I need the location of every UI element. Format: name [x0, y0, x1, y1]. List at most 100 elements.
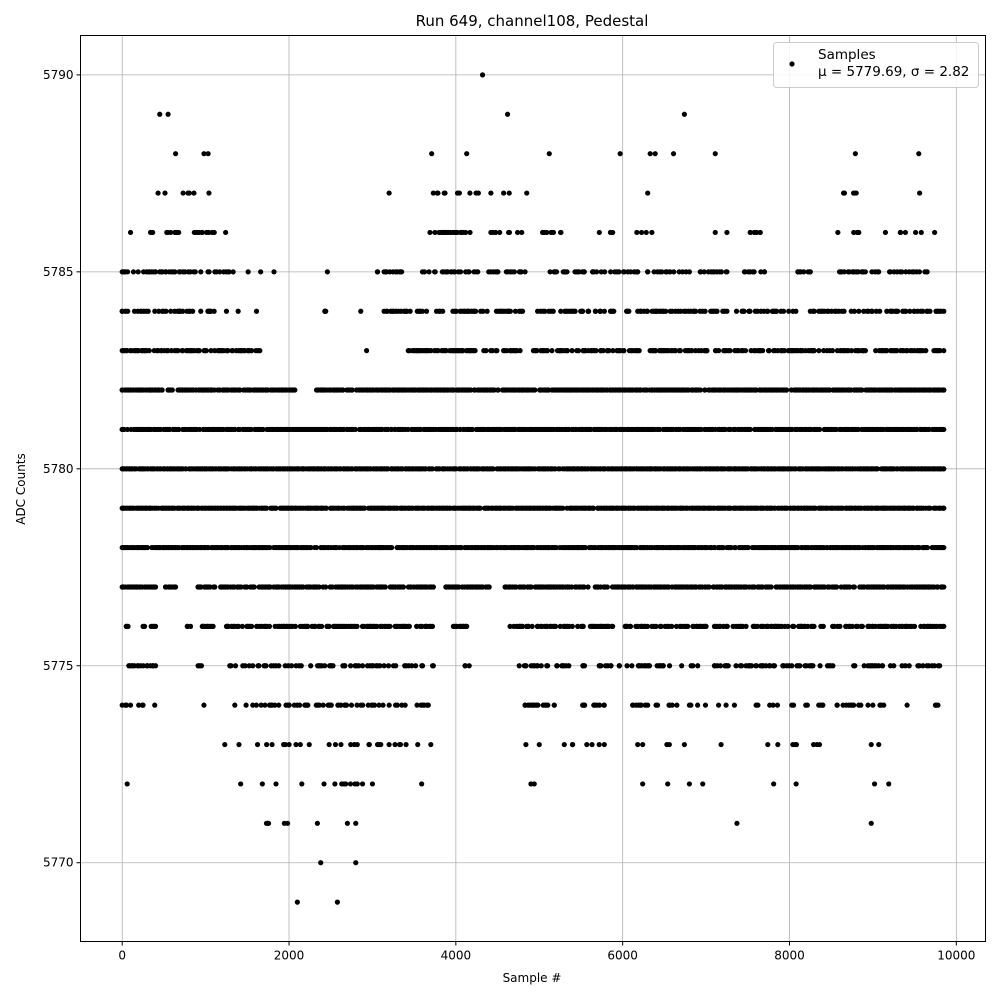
data-point	[507, 624, 512, 629]
data-point	[597, 742, 602, 747]
data-point	[602, 703, 607, 708]
data-point	[440, 309, 445, 314]
data-point	[325, 269, 330, 274]
data-point	[535, 309, 540, 314]
data-point	[333, 742, 338, 747]
data-point	[532, 387, 537, 392]
data-point	[254, 703, 259, 708]
data-point	[238, 781, 243, 786]
data-point	[791, 624, 796, 629]
data-point	[408, 309, 413, 314]
data-point	[126, 663, 131, 668]
data-point	[198, 269, 203, 274]
data-point	[332, 781, 337, 786]
data-point	[382, 309, 387, 314]
data-point	[305, 703, 310, 708]
data-point	[338, 742, 343, 747]
data-point	[222, 742, 227, 747]
data-point	[395, 703, 400, 708]
data-point	[602, 309, 607, 314]
data-point	[793, 309, 798, 314]
data-point	[602, 742, 607, 747]
data-point	[258, 269, 263, 274]
data-point	[727, 348, 732, 353]
data-point	[726, 663, 731, 668]
data-point	[424, 309, 429, 314]
data-point	[292, 387, 297, 392]
data-point	[635, 742, 640, 747]
data-point	[464, 624, 469, 629]
data-point	[941, 506, 946, 511]
data-point	[293, 624, 298, 629]
data-point	[250, 663, 255, 668]
data-point	[330, 663, 335, 668]
data-point	[674, 703, 679, 708]
data-point	[852, 584, 857, 589]
data-point	[923, 348, 928, 353]
data-point	[678, 348, 683, 353]
data-point	[387, 624, 392, 629]
data-point	[537, 742, 542, 747]
data-point	[323, 309, 328, 314]
data-point	[426, 703, 431, 708]
data-point	[703, 624, 708, 629]
data-point	[769, 584, 774, 589]
data-point	[584, 742, 589, 747]
data-point	[624, 663, 629, 668]
data-point	[485, 309, 490, 314]
data-point	[140, 703, 145, 708]
data-point	[360, 663, 365, 668]
data-point	[276, 703, 281, 708]
data-point	[254, 309, 259, 314]
data-point	[522, 703, 527, 708]
data-point	[502, 584, 507, 589]
data-point	[473, 309, 478, 314]
data-point	[780, 663, 785, 668]
data-point	[255, 742, 260, 747]
data-point	[589, 742, 594, 747]
data-point	[880, 663, 885, 668]
data-point	[856, 703, 861, 708]
data-point	[125, 269, 130, 274]
data-point	[318, 860, 323, 865]
data-point	[393, 663, 398, 668]
data-point	[530, 624, 535, 629]
data-point	[120, 506, 125, 511]
data-point	[523, 742, 528, 747]
data-point	[307, 742, 312, 747]
data-point	[811, 624, 816, 629]
data-point	[941, 545, 946, 550]
data-point	[407, 624, 412, 629]
data-point	[512, 269, 517, 274]
data-point	[163, 309, 168, 314]
data-point	[188, 624, 193, 629]
data-point	[667, 663, 672, 668]
data-point	[125, 309, 130, 314]
data-point	[621, 348, 626, 353]
data-point	[260, 781, 265, 786]
data-point	[353, 860, 358, 865]
data-point	[539, 663, 544, 668]
data-point	[789, 663, 794, 668]
data-point	[941, 427, 946, 432]
data-point	[200, 624, 205, 629]
data-point	[605, 584, 610, 589]
data-point	[387, 742, 392, 747]
data-point	[941, 584, 946, 589]
data-point	[517, 663, 522, 668]
data-point	[193, 269, 198, 274]
data-point	[212, 309, 217, 314]
data-point	[120, 703, 125, 708]
data-point	[695, 663, 700, 668]
data-point	[732, 703, 737, 708]
data-point	[466, 269, 471, 274]
data-point	[572, 309, 577, 314]
data-point	[570, 624, 575, 629]
data-point	[667, 742, 672, 747]
data-point	[201, 703, 206, 708]
data-point	[297, 703, 302, 708]
data-point	[640, 781, 645, 786]
data-point	[233, 663, 238, 668]
